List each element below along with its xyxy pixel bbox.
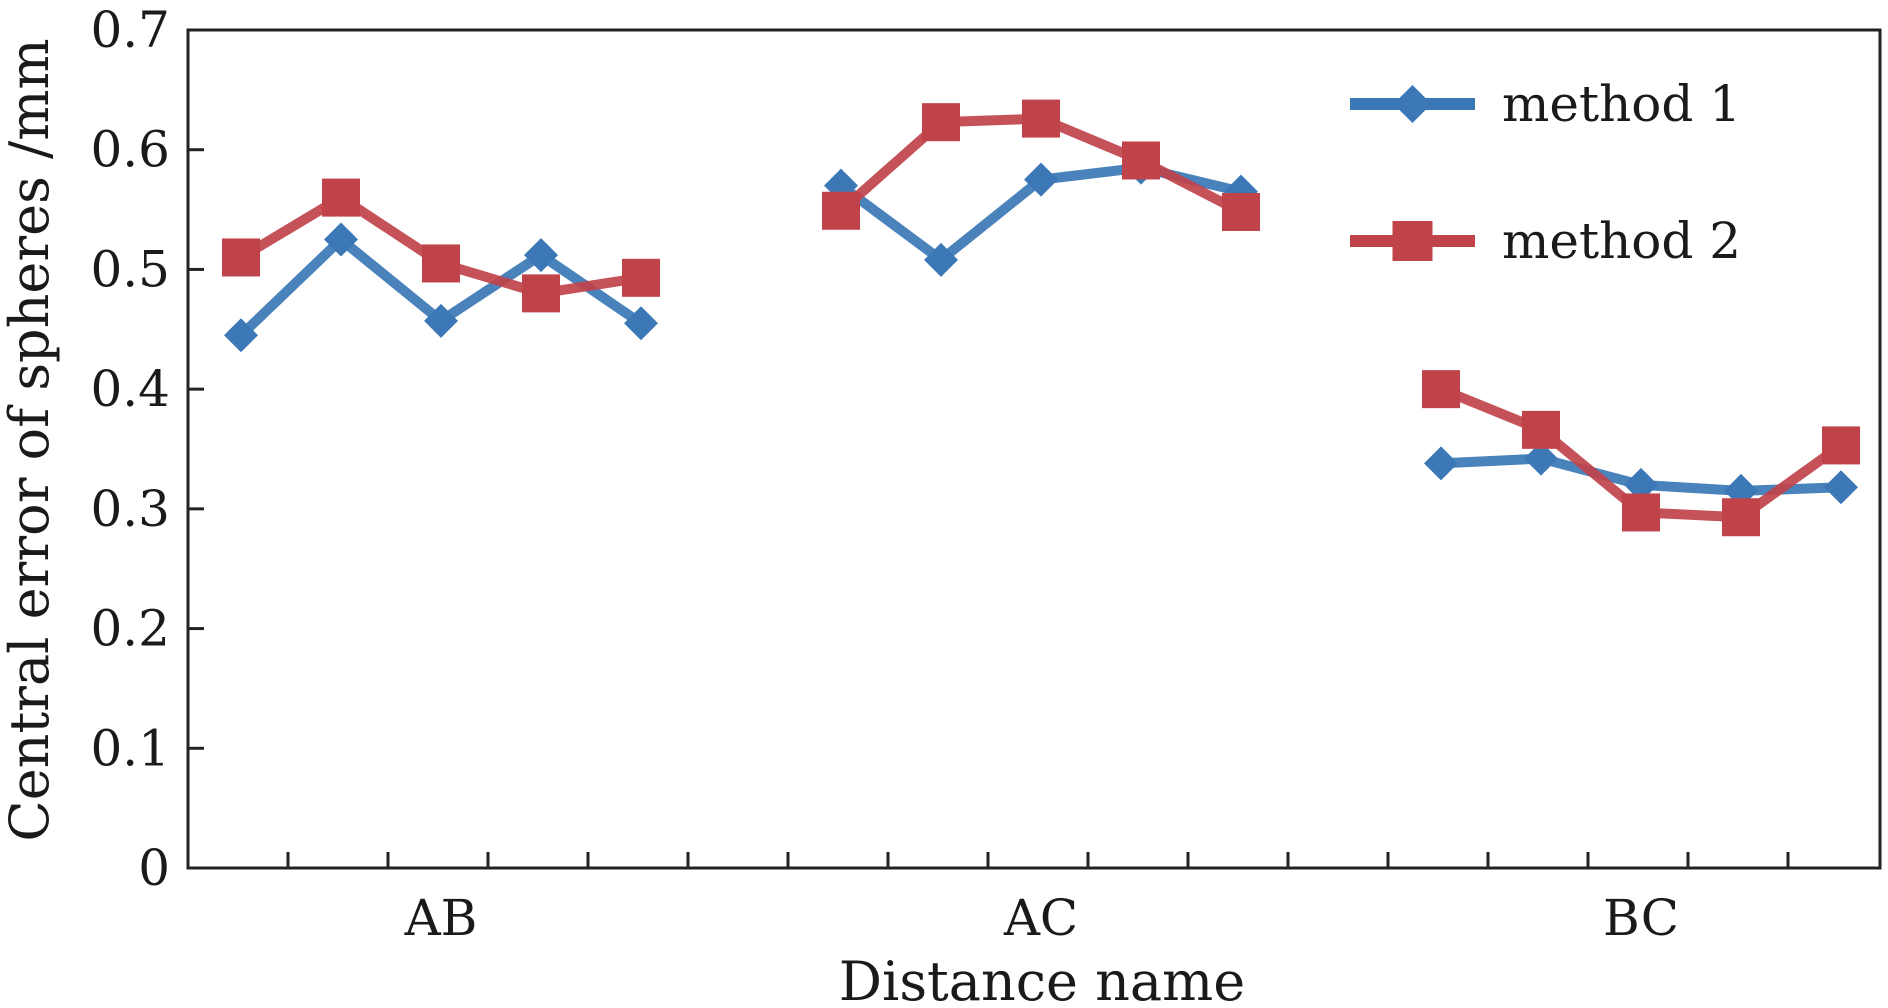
data-point-diamond <box>1024 162 1058 197</box>
data-point-diamond <box>1824 470 1858 505</box>
series-1 <box>224 150 1858 508</box>
y-tick-label: 0.4 <box>90 360 170 418</box>
data-point-diamond <box>1624 467 1658 502</box>
data-point-square <box>222 238 260 277</box>
data-point-diamond <box>524 238 558 273</box>
data-point-diamond <box>324 222 358 257</box>
data-point-diamond <box>224 318 258 353</box>
data-point-square <box>422 244 460 283</box>
y-tick-label: 0.5 <box>90 240 170 298</box>
data-point-diamond <box>1424 446 1458 481</box>
data-point-square <box>1222 192 1260 231</box>
legend: method 1 method 2 <box>1350 75 1741 270</box>
data-point-square <box>322 178 360 217</box>
data-point-square <box>622 258 660 297</box>
y-tick-label: 0.3 <box>90 480 170 538</box>
data-point-square <box>1022 99 1060 138</box>
legend-item: method 1 <box>1350 75 1741 133</box>
legend-item: method 2 <box>1350 212 1741 270</box>
x-category-label: AC <box>1003 889 1078 947</box>
x-axis-title: Distance name <box>839 950 1245 1008</box>
legend-label: method 1 <box>1502 75 1741 133</box>
series-layer <box>222 99 1860 537</box>
data-point-diamond <box>424 303 458 338</box>
data-point-diamond <box>624 306 658 341</box>
y-tick-label: 0 <box>138 839 170 897</box>
data-point-square <box>522 274 560 313</box>
x-category-label: BC <box>1603 889 1679 947</box>
legend-marker-diamond <box>1393 85 1432 123</box>
data-point-square <box>1122 141 1160 180</box>
data-point-diamond <box>924 242 958 277</box>
data-point-diamond <box>1524 441 1558 476</box>
y-tick-label: 0.6 <box>90 121 170 179</box>
legend-marker-square <box>1392 221 1433 261</box>
data-point-square <box>1622 493 1660 532</box>
y-tick-label: 0.1 <box>90 719 170 777</box>
series-2 <box>222 99 1860 537</box>
y-tick-label: 0.7 <box>90 1 170 59</box>
y-axis-title: Central error of spheres /mm <box>0 38 61 841</box>
data-point-square <box>1722 498 1760 537</box>
y-axis-ticks: 0 0.1 0.2 0.3 0.4 0.5 0.6 0.7 <box>90 1 204 897</box>
data-point-square <box>922 103 960 142</box>
y-tick-label: 0.2 <box>90 600 170 658</box>
plot-frame <box>186 28 1882 870</box>
data-point-square <box>1822 426 1860 465</box>
data-point-square <box>822 191 860 230</box>
x-category-label: AB <box>404 889 478 947</box>
data-point-square <box>1522 410 1560 449</box>
data-point-square <box>1422 370 1460 409</box>
x-axis-ticks: AB AC BC <box>286 852 1790 947</box>
legend-label: method 2 <box>1502 212 1741 270</box>
